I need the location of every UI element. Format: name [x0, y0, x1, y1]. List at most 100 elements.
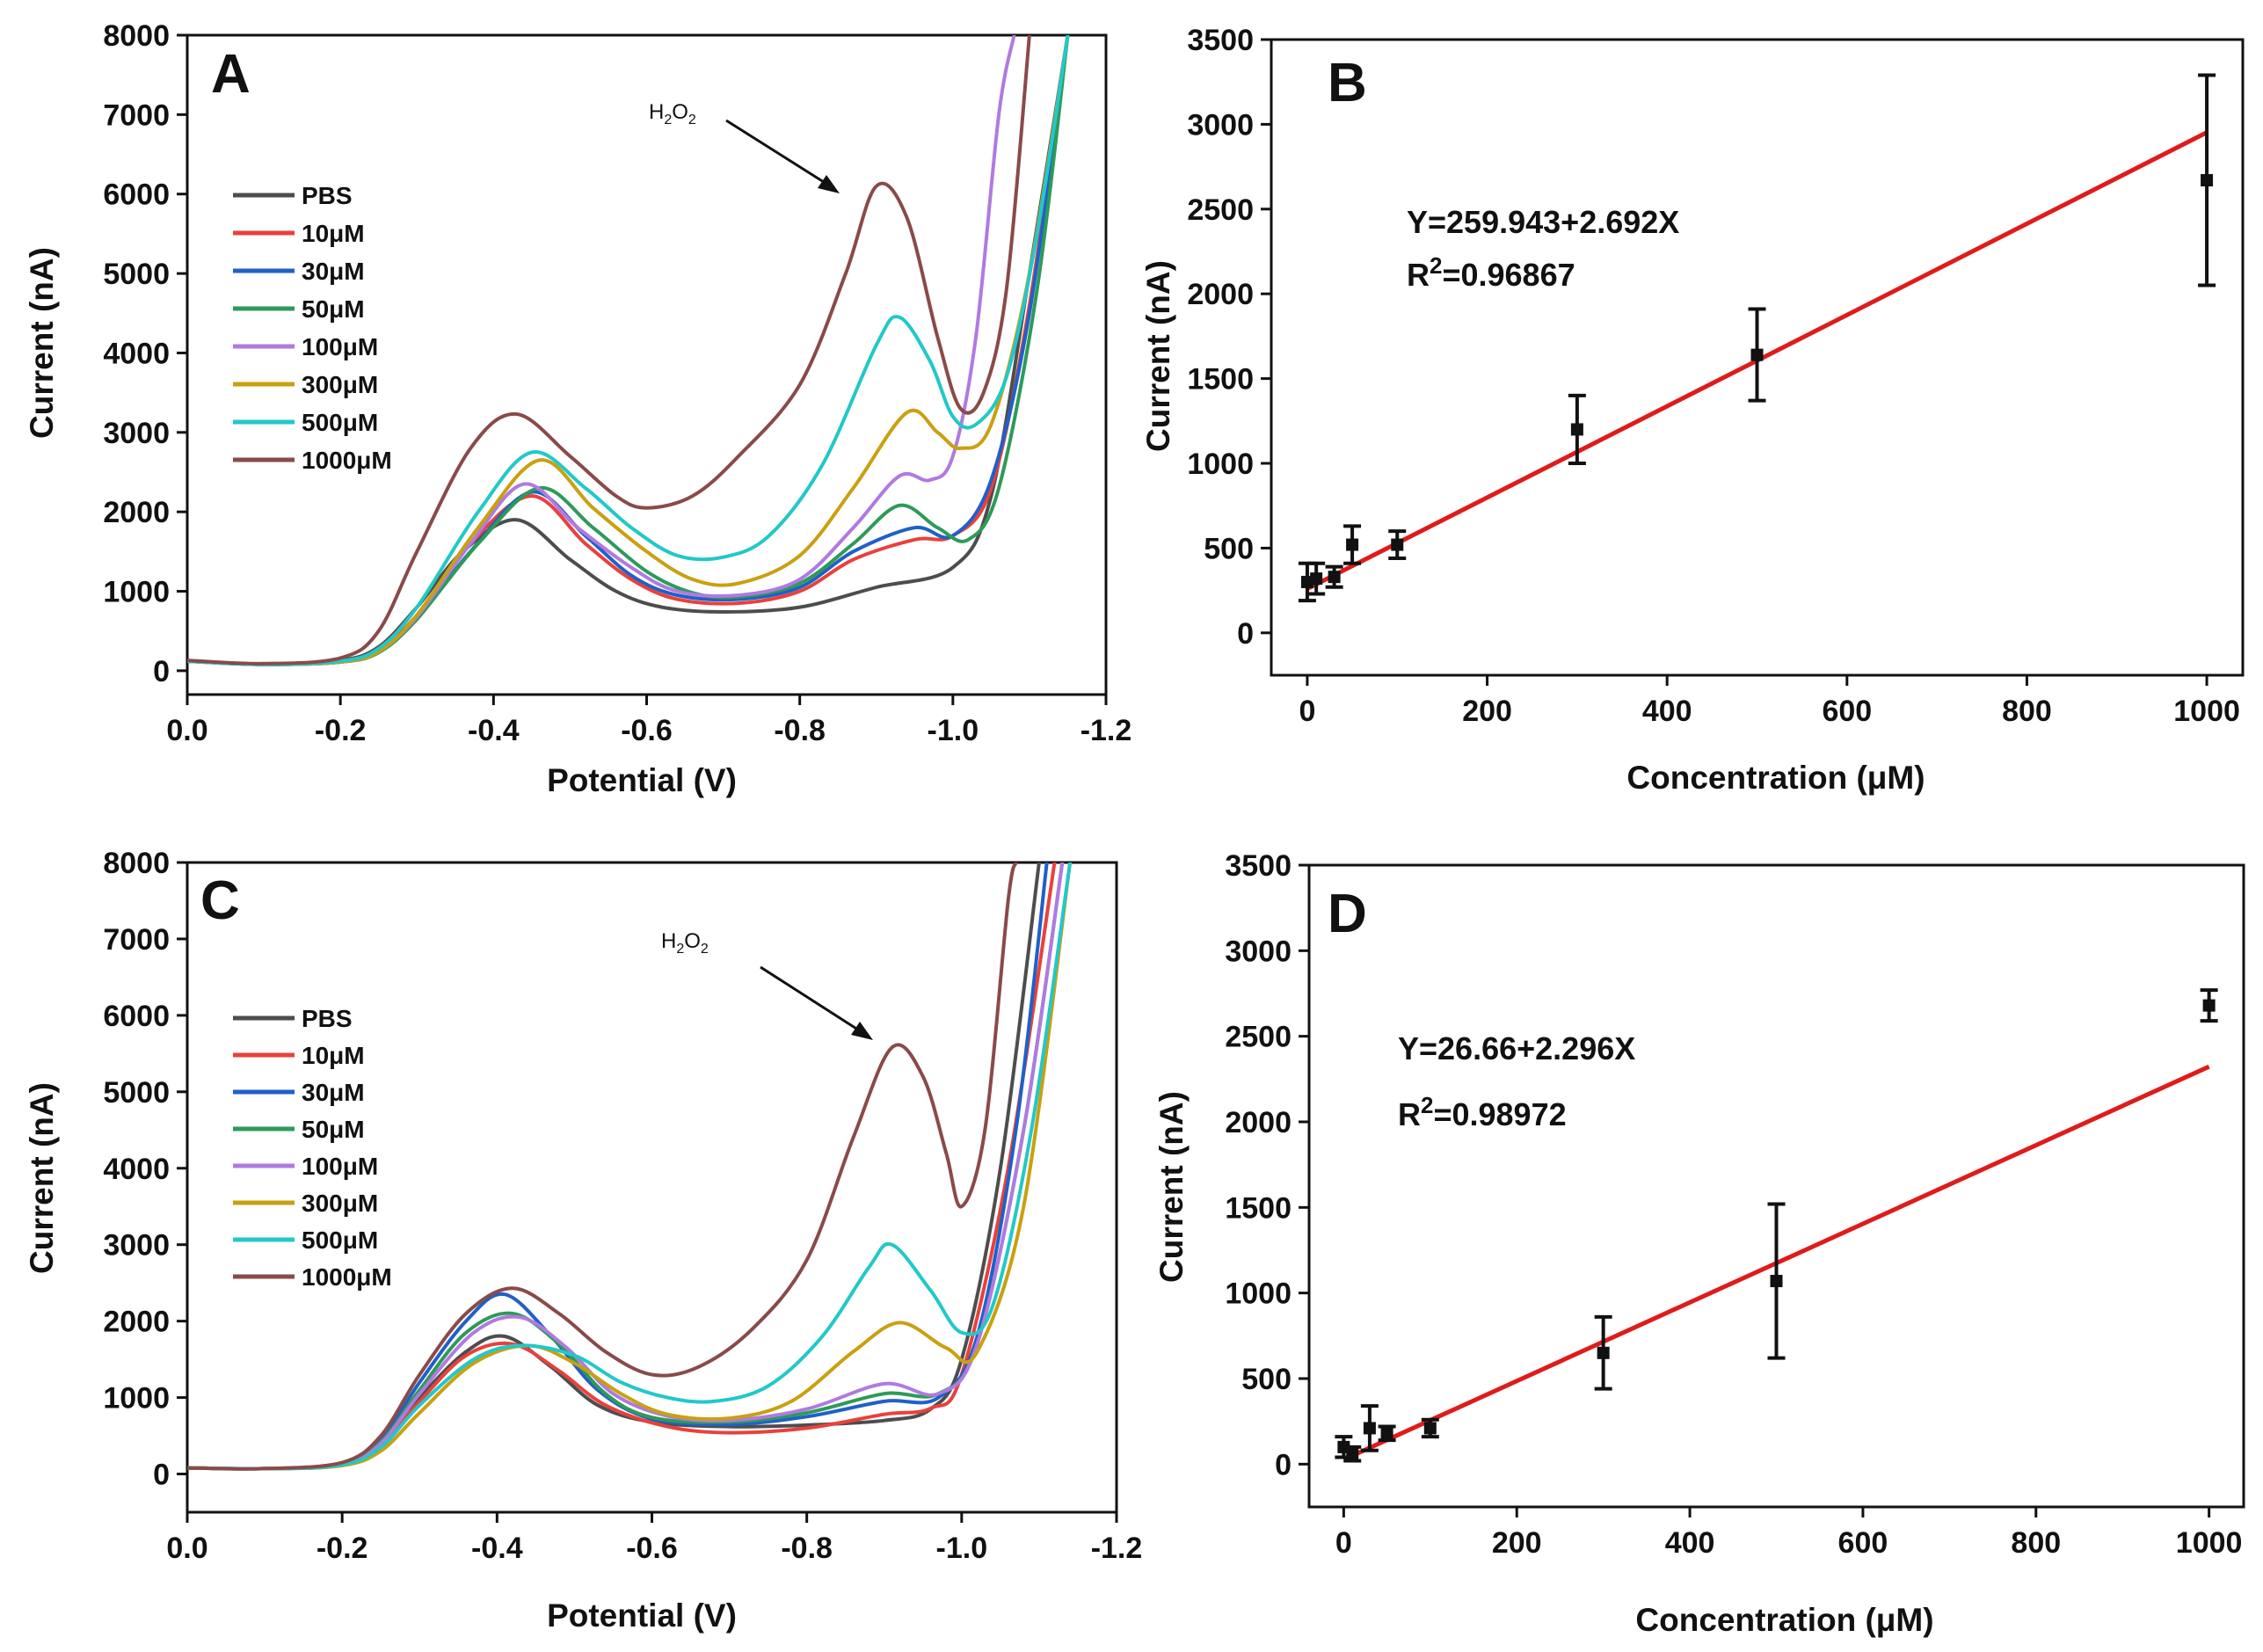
panel-b-marker-1: [1310, 572, 1323, 586]
panel-c-ytick-label-0: 0: [153, 1459, 170, 1492]
panel-a-ylabel: Current (nA): [24, 247, 60, 439]
panel-d-marker-5: [1597, 1346, 1610, 1359]
panel-b-point-7: [2198, 73, 2216, 287]
panel-b-letter: B: [1328, 53, 1367, 113]
panel-a-legend-label-4: 100μM: [302, 333, 378, 360]
panel-d-points: [1335, 988, 2218, 1463]
panel-d: 0 200 400 600 800 1000 0 500 1000 1500 2000 2500 30…: [1153, 849, 2245, 1638]
panel-a-h2o2-label: H2O2: [649, 100, 696, 127]
panel-a-legend-label-5: 300μM: [302, 371, 378, 398]
panel-d-marker-6: [1770, 1275, 1783, 1288]
panel-c-xtick-label-4: -0.8: [781, 1532, 833, 1565]
panel-c-legend-label-2: 30μM: [302, 1079, 365, 1106]
panel-c-ytick-label-4: 4000: [103, 1153, 170, 1186]
panel-c-ytick-label-6: 6000: [103, 1000, 170, 1033]
panel-c-xtick-label-6: -1.2: [1091, 1532, 1143, 1565]
panel-d-xtick-label-5: 1000: [2176, 1526, 2243, 1560]
panel-b-ytick-label-2: 1000: [1187, 448, 1254, 481]
panel-b-xtick-label-5: 1000: [2173, 695, 2240, 728]
panel-c-yticks: 0 1000 2000 3000 4000 5000 6000 7000 8000: [103, 847, 187, 1492]
panel-b-r2-prefix: R: [1407, 257, 1430, 293]
panel-d-ytick-label-6: 3000: [1225, 935, 1292, 968]
panel-b-ytick-label-1: 500: [1204, 532, 1254, 565]
panel-d-r2: R2=0.98972: [1398, 1092, 1567, 1132]
panel-a-h2o2-o: O: [672, 100, 688, 124]
panel-a-xtick-label-2: -0.4: [468, 714, 520, 747]
panel-c-xticks: 0.0 -0.2 -0.4 -0.6 -0.8 -1.0 -1.2: [166, 1512, 1142, 1565]
panel-a-h2o2-sub1: 2: [664, 113, 672, 127]
panel-c-legend-label-5: 300μM: [302, 1190, 378, 1217]
panel-a-legend-label-3: 50μM: [302, 295, 365, 323]
panel-d-ytick-label-5: 2500: [1225, 1021, 1292, 1054]
panel-d-ytick-label-1: 500: [1241, 1363, 1292, 1396]
panel-a-legend-label-6: 500μM: [302, 409, 378, 436]
panel-a-xtick-label-5: -1.0: [928, 714, 979, 747]
panel-d-r2-value: =0.98972: [1433, 1096, 1566, 1132]
panel-a-h2o2-annotation: H2O2: [649, 100, 840, 193]
panel-a-h2o2-sub2: 2: [688, 113, 696, 127]
panel-d-marker-4: [1423, 1422, 1437, 1435]
panel-a: 0.0 -0.2 -0.4 -0.6 -0.8 -1.0 -1.2 0 1000 2000 300…: [24, 19, 1132, 798]
panel-c-legend-label-1: 10μM: [302, 1042, 365, 1069]
panel-b-xlabel: Concentration (μM): [1626, 760, 1925, 796]
panel-c-h2o2-annotation: H2O2: [661, 929, 873, 1040]
panel-a-h2o2-h: H: [649, 100, 664, 124]
panel-b-marker-6: [1750, 348, 1764, 361]
panel-a-xticks: 0.0 -0.2 -0.4 -0.6 -0.8 -1.0 -1.2: [166, 695, 1132, 747]
panel-c-h2o2-label: H2O2: [661, 929, 709, 957]
panel-b-xtick-label-0: 0: [1299, 695, 1315, 728]
panel-c-xtick-label-5: -1.0: [936, 1532, 988, 1565]
panel-d-xtick-label-0: 0: [1335, 1526, 1352, 1560]
panel-b-xtick-label-1: 200: [1462, 695, 1512, 728]
panel-c-ytick-label-3: 3000: [103, 1229, 170, 1263]
panel-a-ytick-label-0: 0: [153, 655, 170, 688]
panel-d-ytick-label-3: 1500: [1225, 1191, 1292, 1225]
panel-c-xtick-label-0: 0.0: [166, 1532, 207, 1565]
panel-a-curve-5: [187, 35, 1070, 666]
panel-a-curve-6: [187, 35, 1070, 666]
panel-b-marker-5: [1570, 423, 1583, 436]
panel-c-legend-label-0: PBS: [302, 1005, 353, 1032]
panel-a-curves: [187, 35, 1070, 666]
panel-c-legend-label-3: 50μM: [302, 1116, 365, 1143]
panel-b-ylabel: Current (nA): [1140, 260, 1176, 452]
panel-a-xtick-label-4: -0.8: [774, 714, 826, 747]
panel-a-xtick-label-3: -0.6: [621, 714, 673, 747]
panel-d-r2-prefix: R: [1398, 1096, 1421, 1132]
panel-c-ytick-label-2: 2000: [103, 1306, 170, 1339]
panel-c-plot-frame: [186, 861, 1118, 1514]
panel-b-plot-frame: [1270, 38, 2245, 677]
panel-b-point-2: [1325, 564, 1343, 589]
panel-b-marker-7: [2201, 174, 2214, 187]
panel-a-letter: A: [211, 44, 251, 105]
panel-c-h2o2-arrow: [760, 965, 867, 1037]
panel-a-plot-frame: [186, 33, 1108, 696]
panel-a-ytick-label-3: 3000: [103, 417, 170, 450]
panel-d-xlabel: Concentration (μM): [1635, 1602, 1933, 1638]
panel-a-ytick-label-2: 2000: [103, 496, 170, 529]
panel-b-ytick-label-7: 3500: [1187, 24, 1254, 57]
panel-c-h2o2-sub1: 2: [676, 942, 684, 957]
panel-d-letter: D: [1328, 884, 1367, 944]
panel-b-equation: Y=259.943+2.692X: [1407, 204, 1679, 240]
panel-d-ytick-label-0: 0: [1275, 1448, 1292, 1481]
panel-b-point-4: [1388, 529, 1407, 560]
panel-b-point-1: [1307, 561, 1326, 596]
panel-d-point-4: [1421, 1417, 1439, 1439]
panel-c-legend-label-6: 500μM: [302, 1226, 378, 1254]
panel-c-legend-label-4: 100μM: [302, 1153, 378, 1180]
panel-a-ytick-label-1: 1000: [103, 576, 170, 609]
panel-a-ytick-label-4: 4000: [103, 337, 170, 370]
panel-b-r2-value: =0.96867: [1442, 257, 1575, 293]
panel-b-xtick-label-2: 400: [1642, 695, 1692, 728]
panel-c-curve-7: [187, 862, 1018, 1471]
panel-a-legend-label-0: PBS: [302, 182, 353, 209]
panel-a-h2o2-arrowhead: [818, 175, 840, 193]
panel-d-marker-1: [1346, 1447, 1359, 1460]
panel-a-ytick-label-6: 6000: [103, 178, 170, 212]
panel-d-r2-sup: 2: [1421, 1092, 1433, 1118]
panel-c-xlabel: Potential (V): [547, 1597, 737, 1634]
panel-a-xtick-label-1: -0.2: [315, 714, 367, 747]
panel-c-ytick-label-5: 5000: [103, 1076, 170, 1110]
panel-d-marker-7: [2202, 999, 2216, 1012]
